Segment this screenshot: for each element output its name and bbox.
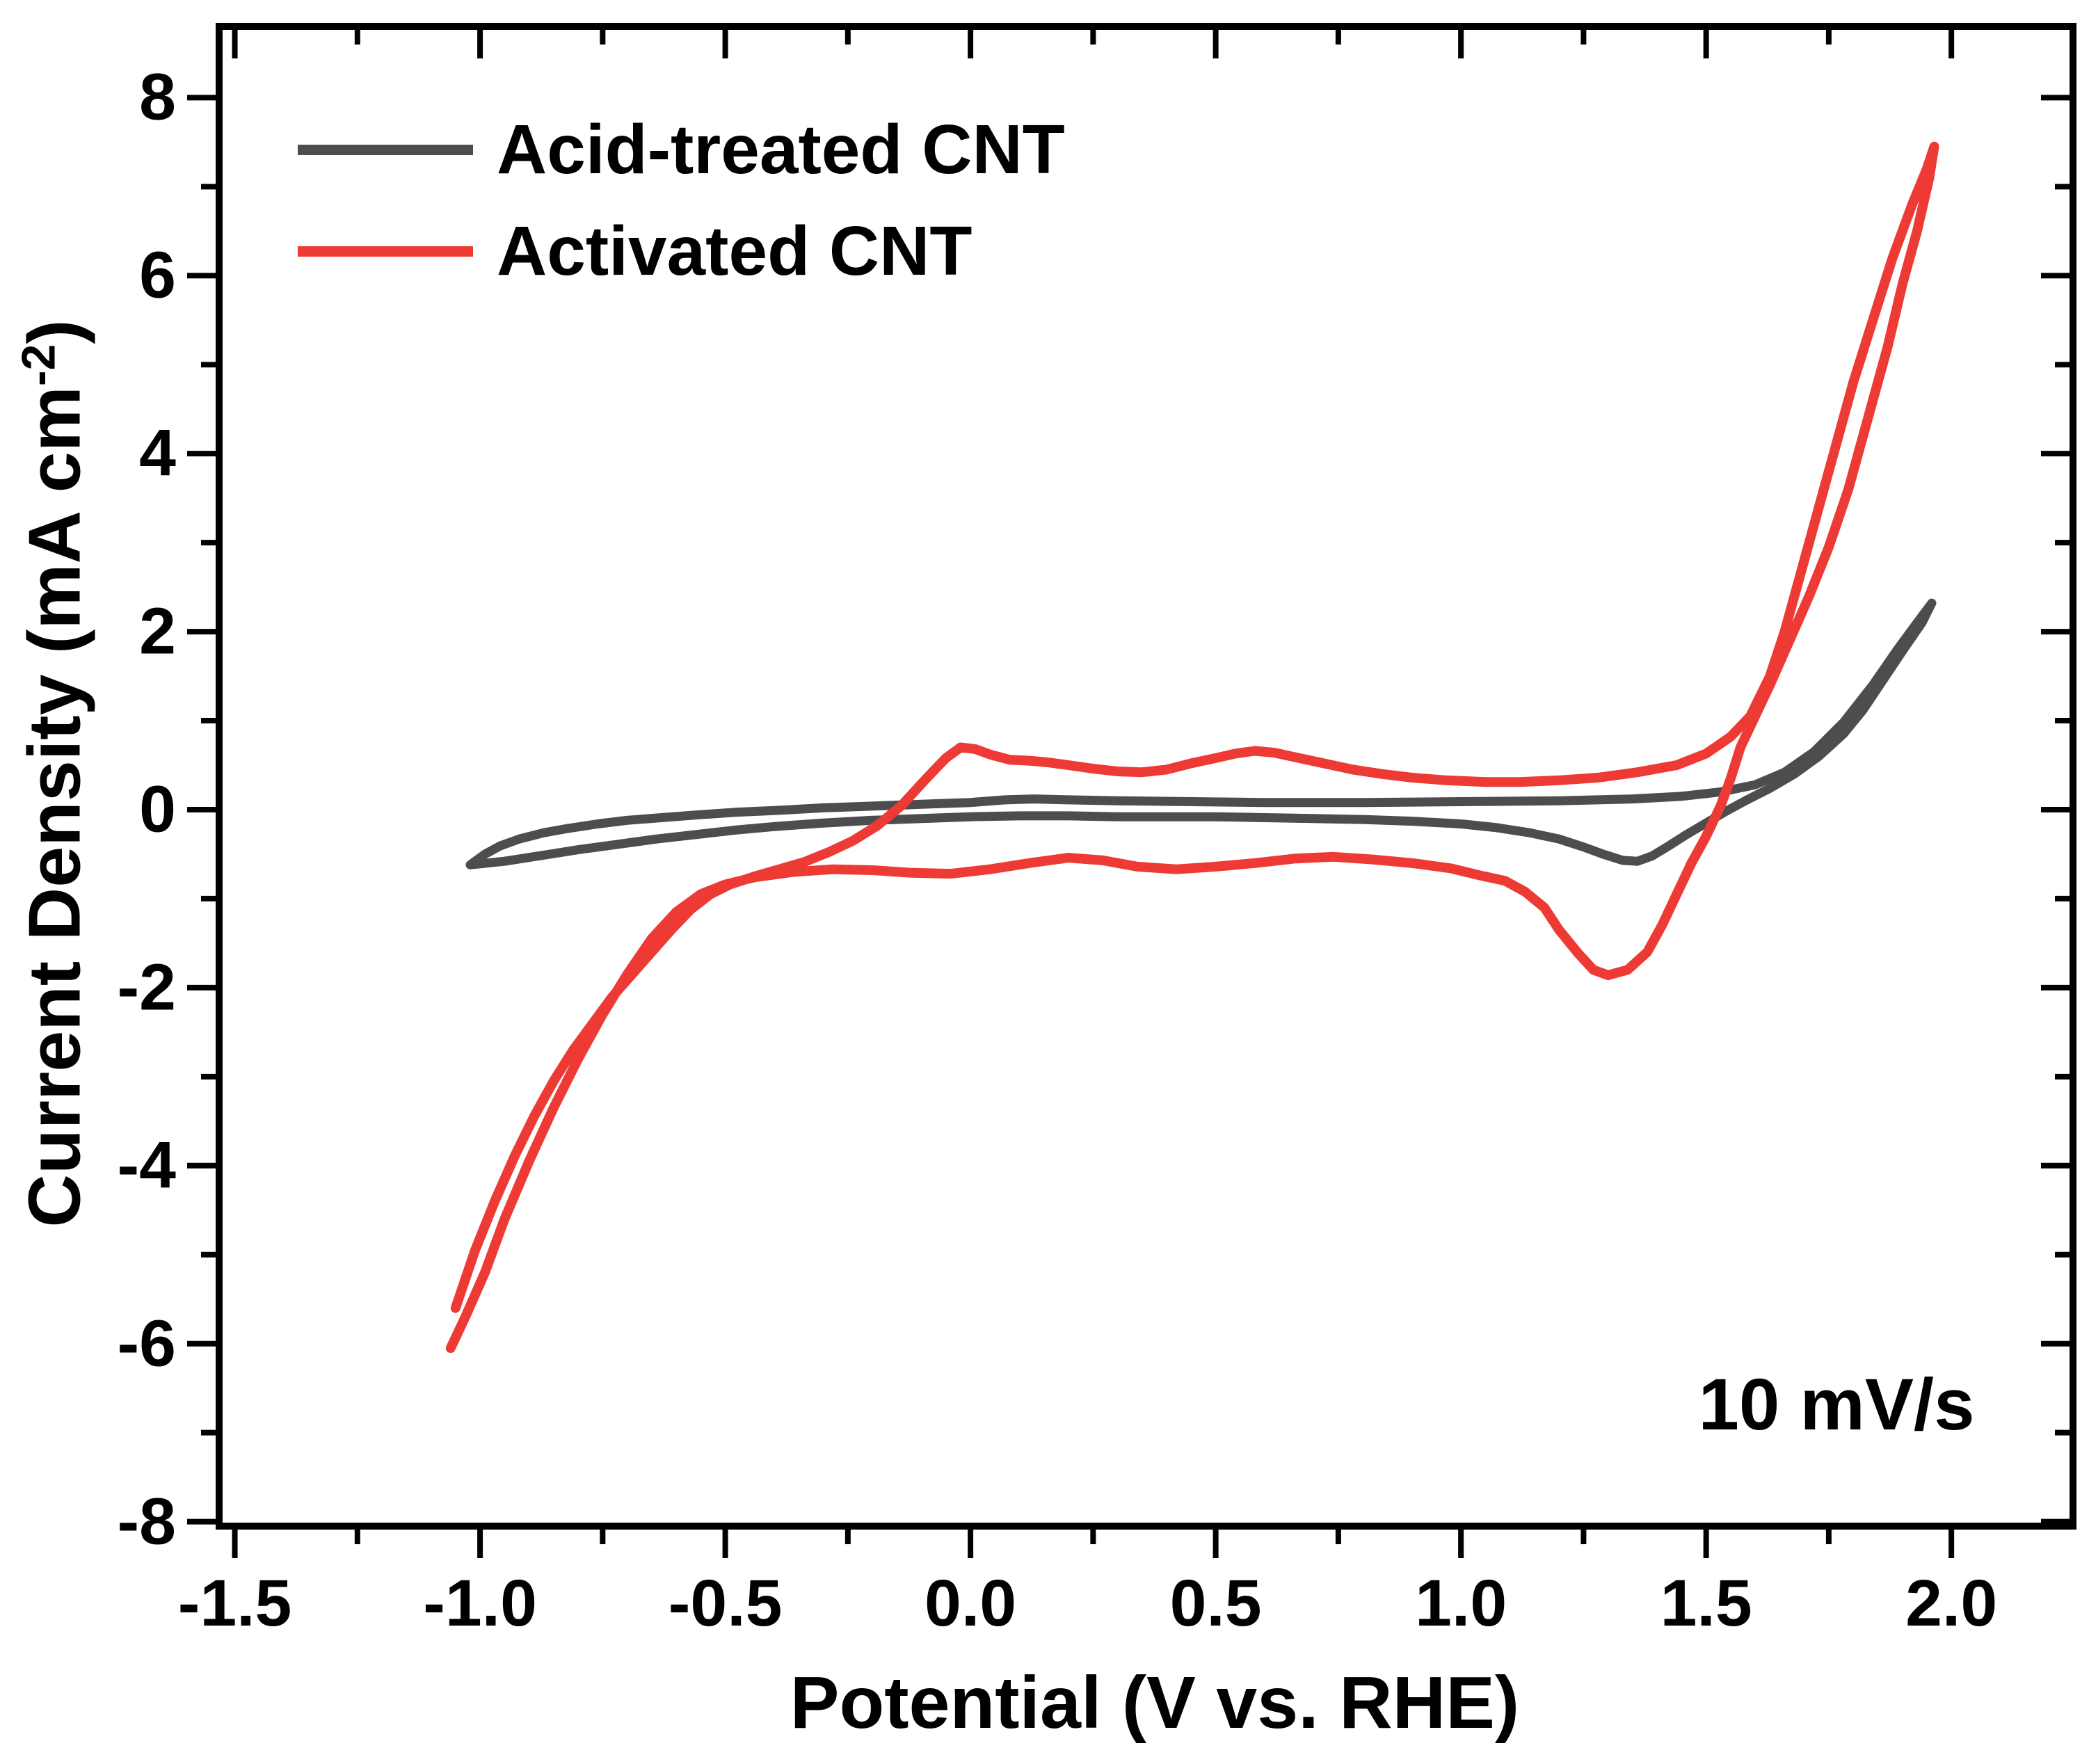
legend-line-swatch-red xyxy=(298,246,473,257)
curve-activated-cnt xyxy=(445,141,1939,1354)
plot-frame xyxy=(216,23,2076,1530)
legend: Acid-treated CNT Activated CNT xyxy=(298,99,1065,302)
curve-acid-treated-cnt xyxy=(465,598,1937,869)
y-tick-label: -4 xyxy=(117,1128,176,1203)
x-tick-label: -1.5 xyxy=(177,1566,292,1640)
y-tick-label: 2 xyxy=(139,594,176,668)
y-tick-label: -8 xyxy=(117,1484,176,1559)
x-tick-label: 1.0 xyxy=(1415,1566,1507,1640)
y-tick-label: 8 xyxy=(139,60,176,134)
legend-label: Activated CNT xyxy=(497,212,973,290)
scan-rate-annotation: 10 mV/s xyxy=(1698,1364,1975,1445)
y-axis-title-main: Current Density (mA cm xyxy=(13,386,96,1228)
x-tick-label: -0.5 xyxy=(668,1566,783,1640)
legend-label: Acid-treated CNT xyxy=(497,111,1065,189)
y-tick-label: -2 xyxy=(117,950,176,1025)
y-tick-label: 4 xyxy=(139,416,176,490)
y-axis-title-close: ) xyxy=(13,319,96,344)
x-tick-label: 2.0 xyxy=(1905,1566,1998,1640)
y-tick-label: 6 xyxy=(139,238,176,312)
x-tick-label: 0.5 xyxy=(1169,1566,1262,1640)
y-axis-title-superscript: -2 xyxy=(12,344,65,387)
y-tick-label: 0 xyxy=(139,772,176,847)
legend-item-acid-treated-cnt: Acid-treated CNT xyxy=(298,99,1065,200)
y-axis-title: Current Density (mA cm-2) xyxy=(11,319,97,1227)
x-tick-label: -1.0 xyxy=(423,1566,537,1640)
legend-item-activated-cnt: Activated CNT xyxy=(298,200,1065,302)
x-axis-title: Potential (V vs. RHE) xyxy=(790,1662,1520,1744)
y-tick-label: -6 xyxy=(117,1306,176,1381)
x-tick-label: 0.0 xyxy=(925,1566,1017,1640)
legend-line-swatch-gray xyxy=(298,144,473,155)
x-tick-label: 1.5 xyxy=(1660,1566,1752,1640)
